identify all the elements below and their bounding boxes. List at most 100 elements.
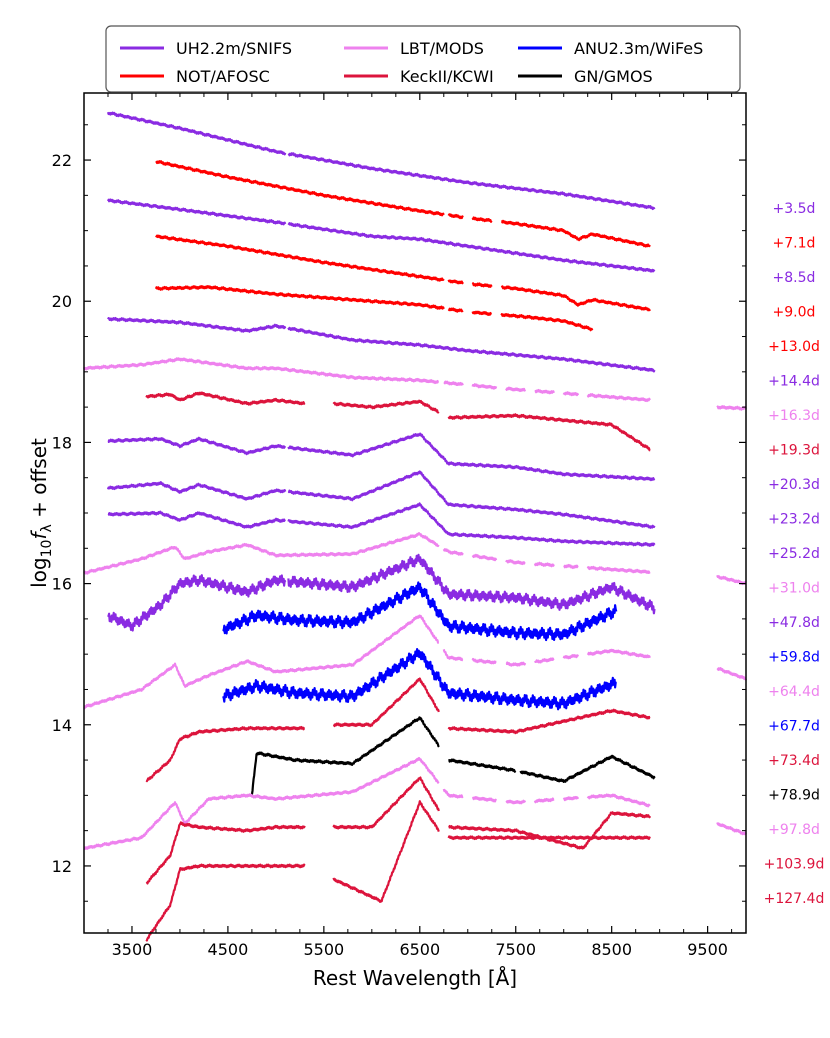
spectrum-line	[716, 667, 748, 681]
legend-label: UH2.2m/SNIFS	[176, 39, 292, 58]
spectrum-line	[332, 800, 440, 903]
spectrum-line	[287, 432, 656, 482]
spectrum-line	[107, 574, 287, 632]
epoch-label: +25.2d	[768, 546, 820, 562]
spectrum-line	[106, 111, 287, 156]
legend: UH2.2m/SNIFS NOT/AFOSC LBT/MODS KeckII/KCWI…	[105, 25, 741, 93]
spectrum-line	[145, 821, 306, 885]
y-tick-label: 12	[52, 857, 72, 876]
legend-label: LBT/MODS	[400, 39, 484, 58]
spectrum-line	[586, 393, 651, 403]
spectrum-line	[563, 563, 579, 570]
spectrum-line	[107, 436, 287, 456]
epoch-label: +8.5d	[773, 270, 816, 286]
spectrum-line	[562, 391, 580, 397]
spectrum-line	[82, 357, 440, 385]
spectrum-line	[447, 307, 464, 313]
x-tick-label: 6500	[399, 940, 440, 959]
x-tick-label: 8500	[591, 940, 632, 959]
spectrum-line	[471, 796, 497, 803]
spectrum-line	[533, 561, 555, 568]
spectra-layer	[82, 111, 748, 942]
spectrum-line	[505, 559, 526, 566]
spectrum-line	[505, 386, 527, 392]
spectrum-line	[107, 510, 286, 529]
spectrum-line	[716, 574, 747, 586]
spectrum-line	[471, 553, 498, 562]
spectrum-line	[500, 219, 651, 248]
spectrum-line	[287, 222, 656, 273]
spectrum-line	[287, 553, 656, 615]
spectrum-line	[442, 788, 464, 799]
spectrum-line	[106, 481, 287, 501]
epoch-label: +31.0d	[768, 581, 820, 597]
spectrum-line	[471, 310, 493, 316]
epoch-label: +16.3d	[768, 408, 820, 424]
spectrum-line	[586, 793, 651, 808]
spectrum-line	[471, 216, 493, 223]
x-tick-label: 3500	[112, 940, 153, 959]
epoch-label: +64.4d	[768, 684, 820, 700]
legend-label: GN/GMOS	[574, 67, 653, 86]
y-axis-label: log10fλ + offset	[27, 438, 55, 588]
x-tick-label: 5500	[303, 940, 344, 959]
epoch-label: +9.0d	[773, 305, 816, 321]
spectrum-line	[107, 198, 287, 226]
spectrum-line	[562, 795, 580, 802]
epoch-label: +19.3d	[768, 443, 820, 459]
y-tick-label: 16	[52, 575, 72, 594]
legend-label: ANU2.3m/WiFeS	[574, 39, 703, 58]
epoch-label: +7.1d	[773, 236, 816, 252]
epoch-label: +47.8d	[768, 615, 820, 631]
y-tick-label: 18	[52, 433, 72, 452]
spectrum-line	[448, 758, 517, 773]
spectrum-line	[83, 756, 440, 850]
epoch-label: +97.8d	[768, 822, 820, 838]
legend-label: NOT/AFOSC	[176, 67, 270, 86]
spectrum-line	[447, 835, 651, 841]
spectrum-line	[442, 548, 464, 556]
x-tick-label: 9500	[687, 940, 728, 959]
spectrum-line	[447, 708, 651, 735]
spectrum-line	[471, 282, 493, 288]
spectrum-line	[250, 716, 440, 795]
y-tick-label: 14	[52, 716, 72, 735]
spectrum-line	[519, 754, 656, 783]
spectrum-line	[155, 160, 445, 217]
spectrum-line	[332, 776, 440, 830]
epoch-label: +127.4d	[764, 891, 825, 907]
spectrum-line	[533, 797, 555, 804]
spectrum-line	[443, 380, 464, 386]
spectrum-line	[534, 388, 555, 395]
spectrum-line	[83, 614, 440, 710]
spectrum-line	[447, 279, 464, 285]
spectrum-line	[447, 413, 651, 452]
epoch-label: +103.9d	[764, 857, 825, 873]
spectrum-line	[145, 391, 306, 406]
legend-box	[105, 25, 741, 93]
epoch-label: +73.4d	[768, 753, 820, 769]
epoch-labels: +3.5d +7.1d +8.5d +9.0d +13.0d +14.4d +16.3d +1…	[764, 201, 825, 907]
spectrum-line	[505, 661, 527, 667]
spectrum-line	[145, 725, 306, 783]
spectrum-line	[107, 316, 287, 333]
spectrum-line	[533, 657, 555, 664]
spectrum-line	[562, 654, 580, 660]
spectrum-line	[83, 532, 440, 575]
spectrum-line	[716, 405, 748, 411]
x-tick-label: 7500	[495, 940, 536, 959]
spectrum-line	[145, 863, 306, 942]
legend-label: KeckII/KCWI	[400, 67, 494, 86]
spectrum-line	[471, 383, 498, 390]
x-tick-label: 4500	[208, 940, 249, 959]
spectrum-line	[447, 213, 464, 220]
plot-frame	[83, 92, 747, 934]
legend-items: UH2.2m/SNIFS NOT/AFOSC LBT/MODS KeckII/KCWI…	[120, 39, 703, 86]
y-tick-label: 22	[52, 151, 72, 170]
epoch-label: +20.3d	[768, 477, 820, 493]
spectrum-line	[442, 649, 464, 662]
spectrum-line	[287, 502, 656, 547]
spectrum-line	[500, 313, 594, 332]
spectrum-line	[155, 234, 445, 282]
